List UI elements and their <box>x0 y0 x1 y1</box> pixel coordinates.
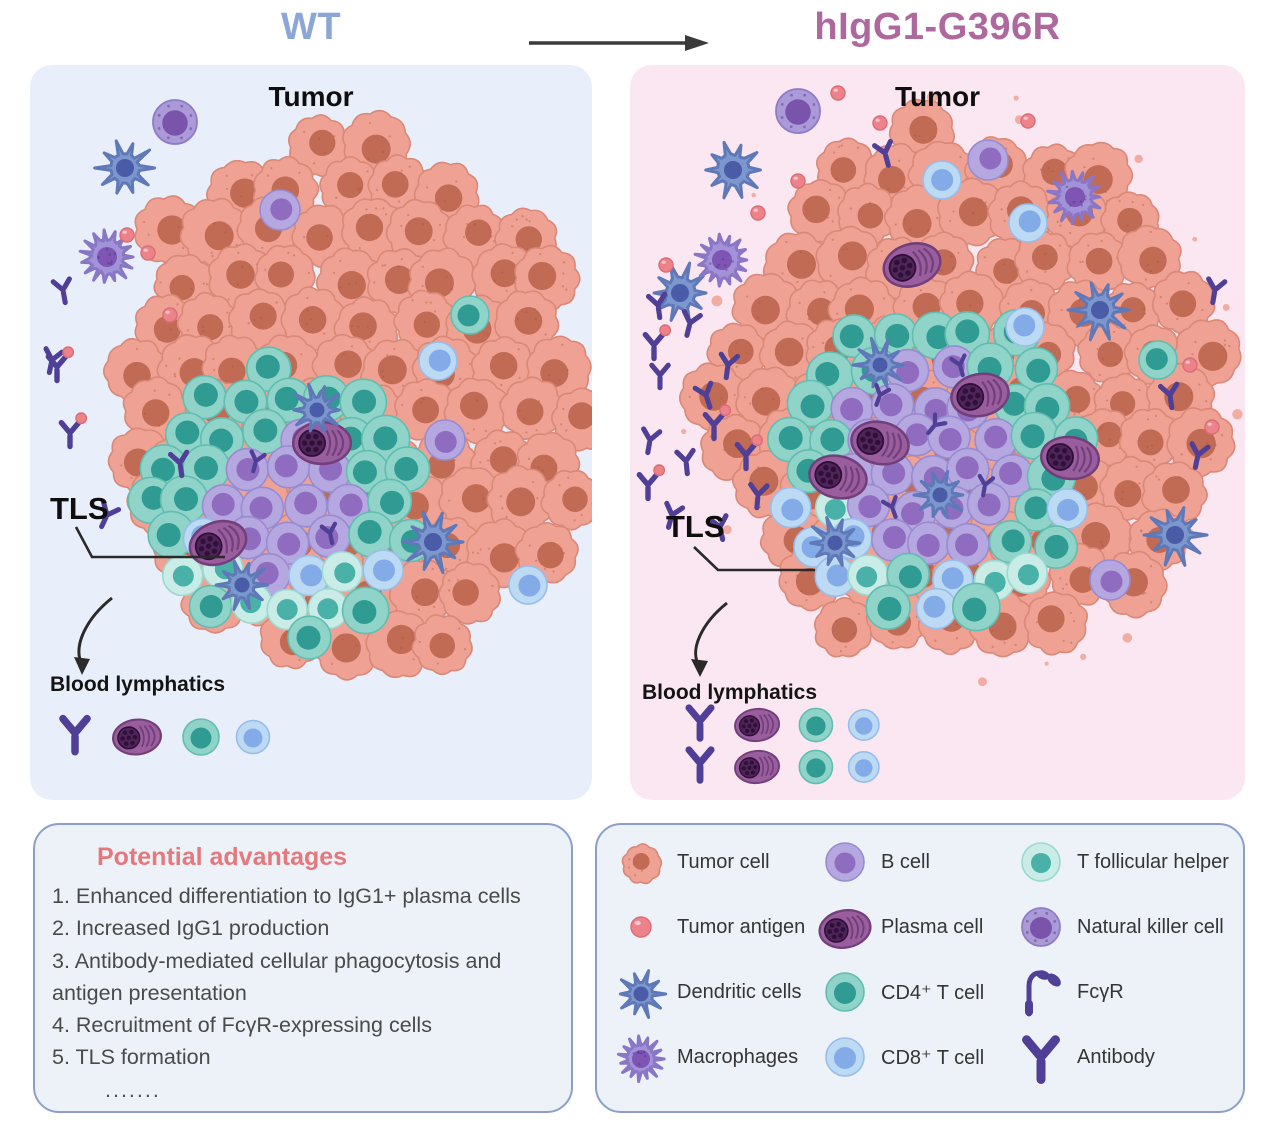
advantage-item: 1. Enhanced differentiation to IgG1+ pla… <box>52 884 521 908</box>
antibodies-and-antigens <box>43 227 190 530</box>
legend-item-cd8-t-cell: CD8⁺ T cell <box>817 1029 1013 1087</box>
g396r-title: hIgG1-G396R <box>814 6 1061 48</box>
legend-label: Tumor antigen <box>677 916 806 938</box>
blood-lymphatics-label: Blood lymphatics <box>50 673 226 696</box>
legend-box: Tumor cell B cell T follicular helper Tumor… <box>595 823 1245 1113</box>
legend-item-dendritic-cells: Dendritic cells <box>613 964 817 1022</box>
dendritic-cells-icon <box>618 968 668 1019</box>
b-cell-icon <box>825 841 865 882</box>
advantage-item: 4. Recruitment of FcγR-expressing cells <box>52 1013 432 1037</box>
advantage-item: 5. TLS formation <box>52 1045 211 1070</box>
plasma-cell-icon <box>818 908 872 949</box>
potential-advantages-list: 1. Enhanced differentiation to IgG1+ pla… <box>35 880 571 1074</box>
tls-structure <box>127 346 433 660</box>
immune-cells <box>652 88 1209 601</box>
g396r-tumor-illustration <box>636 85 1243 785</box>
advantage-item: 3. Antibody-mediated cellular phagocytos… <box>52 948 502 1005</box>
wt-title: WT <box>280 6 342 48</box>
wt-panel: Tumor TLS Blood lymphatics <box>30 65 592 800</box>
antibody-icon <box>1022 1034 1060 1084</box>
t-follicular-helper-icon <box>1021 841 1061 882</box>
tumor-label: Tumor <box>894 81 981 112</box>
legend-item-b-cell: B cell <box>817 834 1013 892</box>
legend-label: Dendritic cells <box>677 981 802 1003</box>
cd4-t-cell-icon <box>825 971 865 1012</box>
legend-item-antibody: Antibody <box>1013 1029 1233 1087</box>
lymphatics-arrow <box>74 596 113 675</box>
potential-advantages-title: Potential advantages <box>97 843 348 871</box>
natural-killer-cell-icon <box>1021 906 1061 947</box>
legend-item-tumor-antigen: Tumor antigen <box>613 899 817 957</box>
legend-item-cd4-t-cell: CD4⁺ T cell <box>817 964 1013 1022</box>
advantage-item: 2. Increased IgG1 production <box>52 916 330 941</box>
exported-cells <box>59 714 271 756</box>
g396r-panel: Tumor TLS Blood lymphatics <box>630 65 1245 800</box>
tls-structure <box>766 242 1100 632</box>
legend-item-t-follicular-helper: T follicular helper <box>1013 834 1233 892</box>
legend-label: T follicular helper <box>1077 851 1229 873</box>
legend-label: Antibody <box>1077 1046 1155 1068</box>
legend-item-tumor-cell: Tumor cell <box>613 834 817 892</box>
advantages-ellipsis: ....... <box>105 1077 161 1102</box>
tls-pointer-line <box>74 526 225 559</box>
legend-label: Macrophages <box>677 1046 799 1068</box>
tls-pointer-line <box>693 546 815 572</box>
legend-item-plasma-cell: Plasma cell <box>817 899 1013 957</box>
tumor-cell-icon <box>621 842 663 884</box>
legend-label: Natural killer cell <box>1077 916 1224 938</box>
legend-label: CD8⁺ T cell <box>881 1047 985 1069</box>
legend-item-macrophages: Macrophages <box>613 1029 817 1087</box>
tumor-antigen-icon <box>630 915 652 938</box>
cd8-t-cell-icon <box>825 1036 865 1077</box>
legend-label: CD4⁺ T cell <box>881 982 985 1004</box>
legend-items: Tumor cell B cell T follicular helper Tumor… <box>597 825 1243 1105</box>
antibodies-and-antigens <box>636 85 1228 543</box>
potential-advantages-box: Potential advantages 1. Enhanced differe… <box>33 823 573 1113</box>
legend-label: FcγR <box>1077 981 1124 1003</box>
tls-label: TLS <box>50 491 109 526</box>
legend-item-natural-killer-cell: Natural killer cell <box>1013 899 1233 957</box>
legend-label: Tumor cell <box>677 851 770 873</box>
exported-cells <box>685 704 880 785</box>
immune-cells <box>78 99 548 605</box>
legend-label: B cell <box>881 851 930 873</box>
tumor-label: Tumor <box>268 81 354 112</box>
wt-tumor-illustration <box>43 99 592 756</box>
transition-arrow-icon <box>529 35 709 51</box>
fcgr-icon <box>1025 969 1061 1016</box>
macrophages-icon <box>616 1034 666 1083</box>
tls-label: TLS <box>666 509 725 544</box>
legend-item-fcgr: FcγR <box>1013 964 1233 1022</box>
lymphatics-arrow <box>691 601 728 677</box>
legend-label: Plasma cell <box>881 916 984 938</box>
blood-lymphatics-label: Blood lymphatics <box>642 681 818 704</box>
